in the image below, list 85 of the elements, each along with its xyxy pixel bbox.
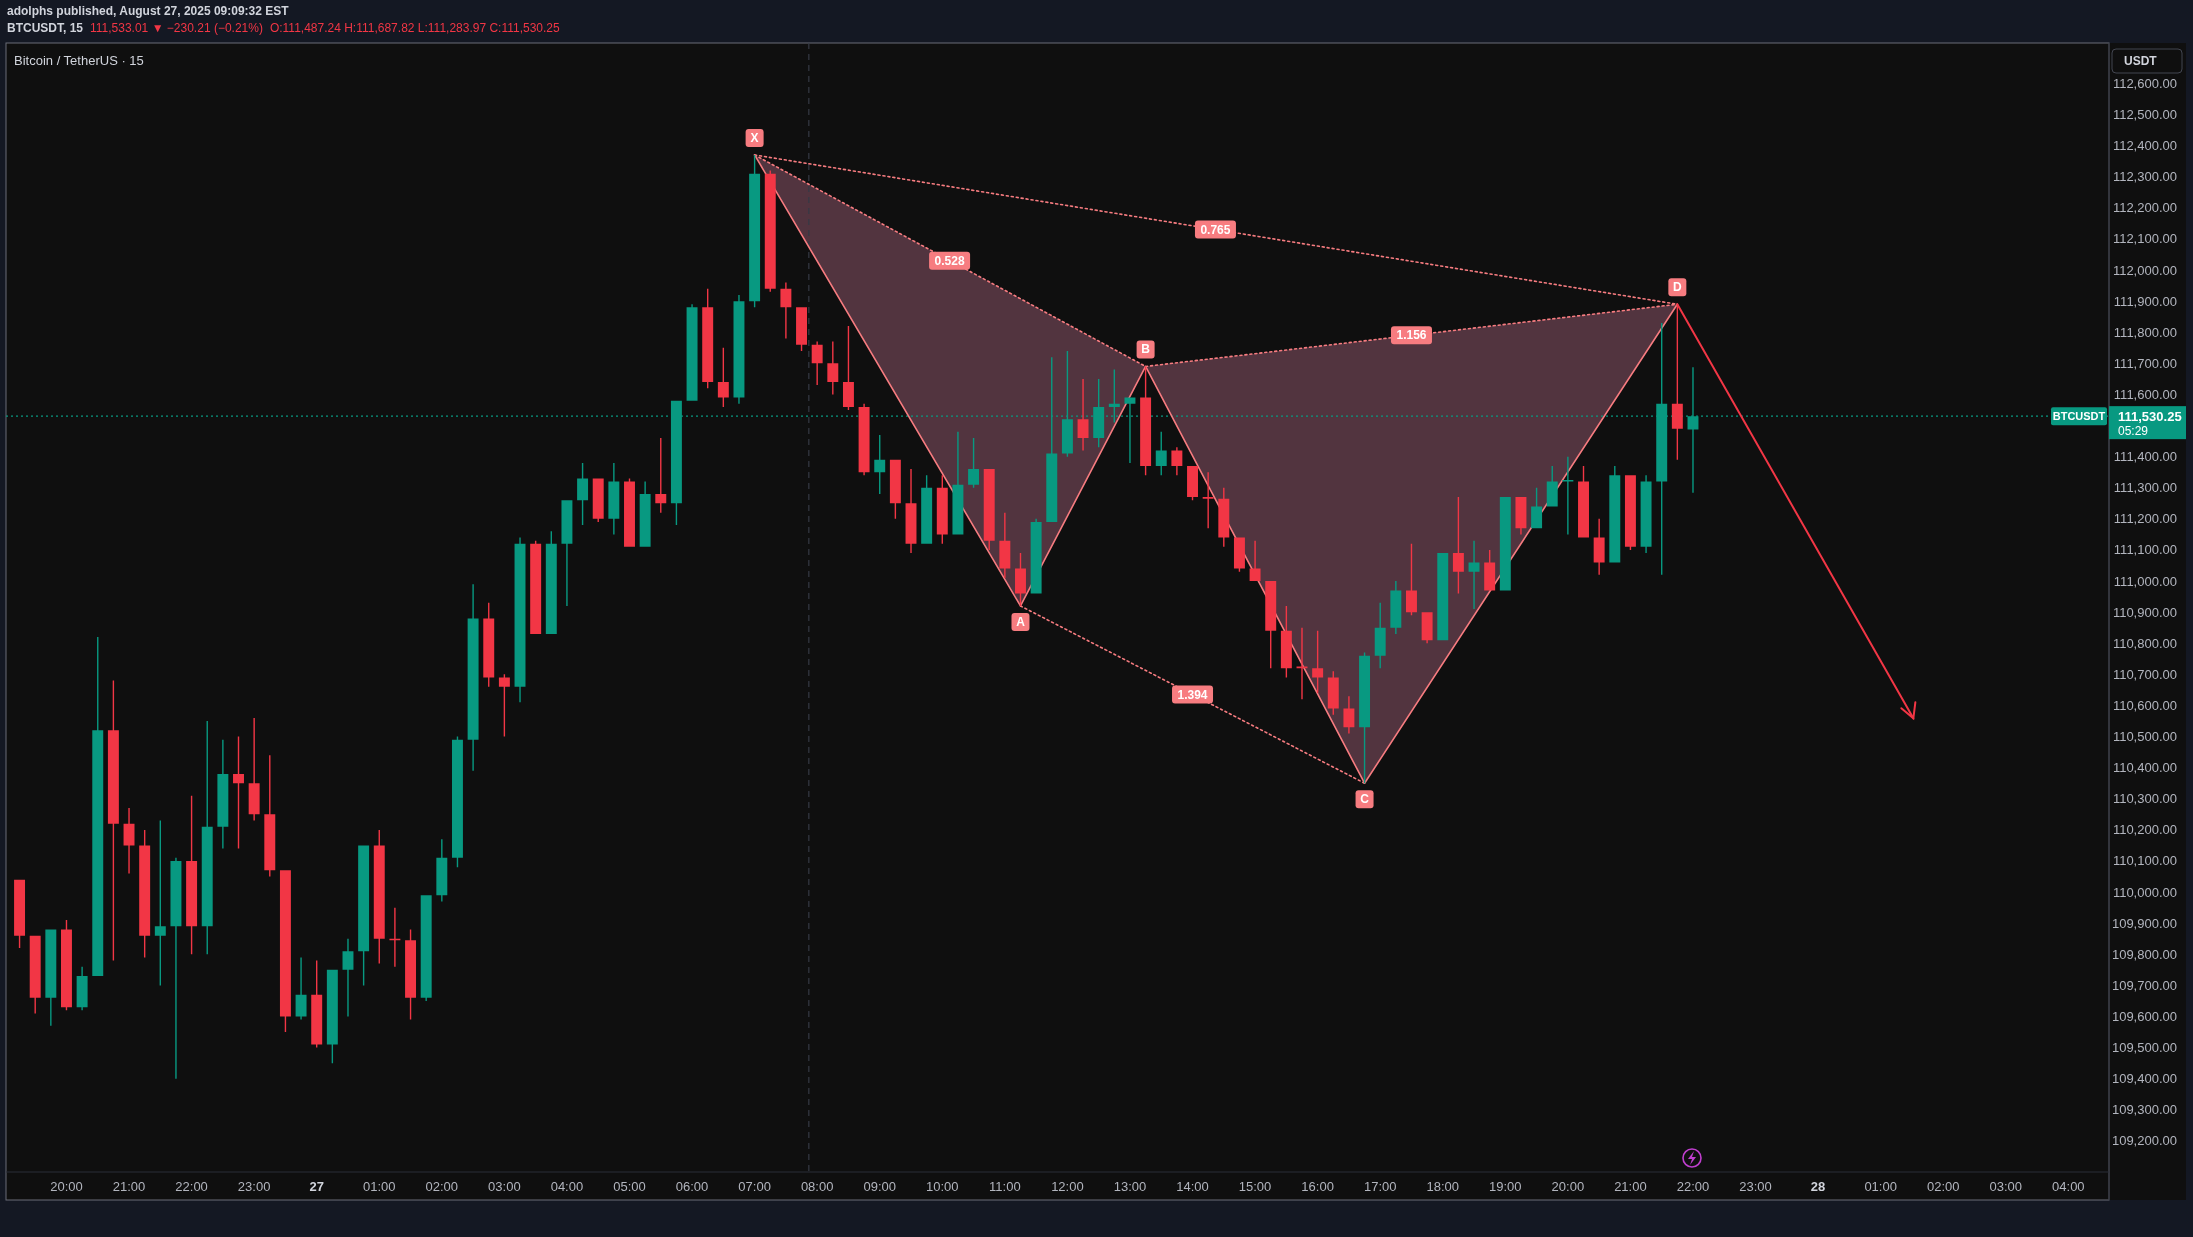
y-tick-label: 111,400.00	[2113, 449, 2177, 465]
x-tick-label: 22:00	[1676, 1178, 1710, 1194]
x-tick-label: 23:00	[237, 1178, 271, 1194]
y-tick-label: 110,400.00	[2112, 760, 2177, 776]
annotation: A	[1016, 614, 1026, 629]
y-tick-label: 111,000.00	[2113, 573, 2177, 589]
y-tick-label: 109,900.00	[2111, 915, 2177, 931]
x-tick-label: 01:00	[1864, 1178, 1897, 1194]
y-tick-label: 111,900.00	[2113, 293, 2177, 309]
x-tick-label: 11:00	[989, 1178, 1021, 1194]
y-tick-label: 112,000.00	[2112, 262, 2177, 278]
y-tick-label: 110,100.00	[2112, 853, 2177, 869]
x-tick-label: 05:00	[613, 1178, 646, 1194]
x-tick-label: 22:00	[175, 1178, 208, 1194]
x-tick-label: 20:00	[1551, 1178, 1585, 1194]
y-tick-label: 112,200.00	[2112, 200, 2177, 216]
x-tick-label: 27	[309, 1178, 324, 1194]
text: USDT	[2124, 54, 2158, 68]
x-tick-label: 12:00	[1051, 1178, 1084, 1194]
x-tick-label: 19:00	[1489, 1178, 1522, 1194]
y-tick-label: 111,200.00	[2113, 511, 2177, 527]
y-tick-label: 112,600.00	[2112, 75, 2177, 91]
x-tick-label: 06:00	[675, 1178, 709, 1194]
x-tick-label: 09:00	[863, 1178, 896, 1194]
x-tick-label: 04:00	[2052, 1178, 2085, 1194]
x-tick-label: 20:00	[50, 1178, 83, 1194]
x-tick-label: 07:00	[738, 1178, 771, 1194]
chart-subtitle: BTCUSDT, 15	[7, 21, 84, 35]
x-tick-label: 13:00	[1113, 1178, 1147, 1194]
y-tick-label: 110,000.00	[2112, 884, 2177, 900]
x-tick-label: 21:00	[112, 1178, 146, 1194]
y-tick-label: 110,800.00	[2112, 635, 2177, 651]
y-tick-label: 112,500.00	[2112, 107, 2177, 123]
y-tick-label: 109,200.00	[2111, 1133, 2177, 1149]
y-tick-label: 111,300.00	[2113, 480, 2177, 496]
x-tick-label: 01:00	[362, 1178, 396, 1194]
y-tick-label: 110,500.00	[2112, 729, 2177, 745]
x-tick-label: 17:00	[1363, 1178, 1397, 1194]
y-tick-label: 110,300.00	[2112, 791, 2177, 807]
y-tick-label: 109,400.00	[2111, 1071, 2177, 1087]
annotation: 0.528	[934, 253, 965, 268]
text: adolphs published, August 27, 2025 09:09:32 EST	[7, 4, 289, 18]
x-tick-label: 03:00	[1989, 1178, 2023, 1194]
text: O:111,487.24 H:111,687.82 L:111,283.97 C:111,530.25	[269, 21, 560, 35]
annotation: 0.765	[1200, 222, 1231, 237]
annotation: 1.394	[1177, 687, 1208, 702]
text: 111,530.25	[2118, 408, 2182, 424]
y-tick-label: 111,100.00	[2113, 542, 2177, 558]
x-tick-label: 03:00	[488, 1178, 521, 1194]
x-tick-label: 15:00	[1238, 1178, 1272, 1194]
y-tick-label: 110,600.00	[2112, 697, 2177, 713]
text: 111,533.01 ▼ −230.21 (−0.21%)	[90, 21, 263, 35]
y-tick-label: 109,700.00	[2111, 977, 2177, 993]
x-tick-label: 28	[1810, 1178, 1826, 1194]
x-tick-label: 23:00	[1739, 1178, 1772, 1194]
y-tick-label: 110,200.00	[2112, 822, 2177, 838]
x-tick-label: 02:00	[1926, 1178, 1960, 1194]
y-tick-label: 109,300.00	[2111, 1102, 2177, 1118]
annotation: X	[750, 130, 759, 145]
x-tick-label: 18:00	[1426, 1178, 1460, 1194]
y-tick-label: 109,800.00	[2111, 946, 2177, 962]
y-tick-label: 112,400.00	[2112, 138, 2177, 154]
annotation: D	[1673, 280, 1683, 295]
ref-line-label: BTCUSDT	[2052, 410, 2106, 423]
x-tick-label: 04:00	[550, 1178, 584, 1194]
text: 05:29	[2118, 424, 2149, 439]
y-tick-label: 109,600.00	[2111, 1008, 2177, 1024]
y-tick-label: 111,600.00	[2113, 386, 2177, 402]
text: Bitcoin / TetherUS · 15	[14, 52, 144, 68]
y-tick-label: 110,900.00	[2112, 604, 2177, 620]
y-tick-label: 110,700.00	[2112, 666, 2177, 682]
annotation: 1.156	[1396, 328, 1427, 343]
x-tick-label: 16:00	[1301, 1178, 1334, 1194]
x-tick-label: 10:00	[926, 1178, 959, 1194]
annotation: C	[1360, 792, 1370, 807]
x-tick-label: 02:00	[425, 1178, 459, 1194]
x-tick-label: 21:00	[1614, 1178, 1647, 1194]
y-tick-label: 111,800.00	[2113, 324, 2177, 340]
y-tick-label: 111,700.00	[2113, 355, 2177, 371]
annotation: B	[1141, 342, 1151, 357]
x-tick-label: 08:00	[800, 1178, 834, 1194]
y-tick-label: 112,300.00	[2112, 169, 2177, 185]
y-tick-label: 109,500.00	[2111, 1040, 2177, 1056]
x-tick-label: 14:00	[1176, 1178, 1209, 1194]
y-tick-label: 112,100.00	[2112, 231, 2177, 247]
